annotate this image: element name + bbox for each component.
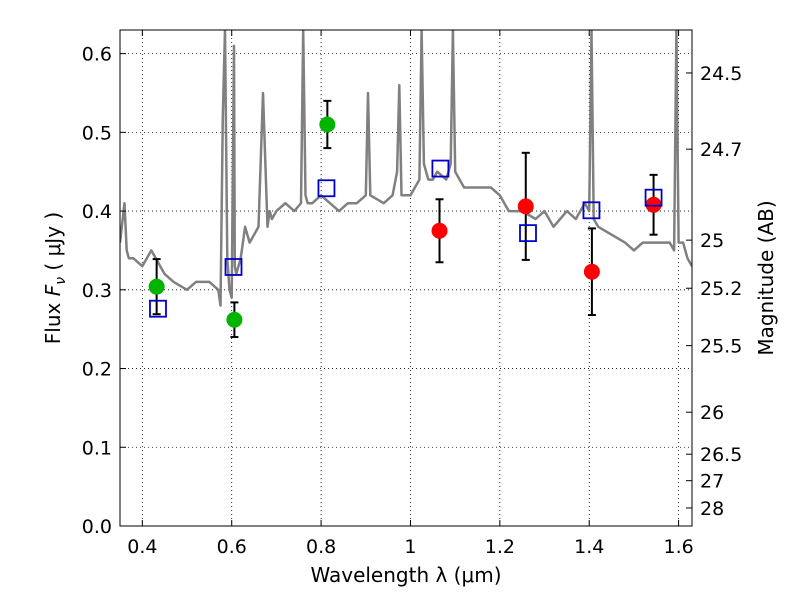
right-tick-label: 24.7 [700, 139, 742, 161]
grid [120, 30, 692, 527]
y-tick-label: 0.0 [82, 516, 112, 538]
green-data-point [226, 311, 243, 328]
y-axis-label-unit: ( μJy ) [41, 212, 65, 277]
y-axis-label: Flux Fν ( μJy ) [41, 212, 69, 344]
model-square [582, 201, 601, 220]
x-axis-label: Wavelength λ (μm) [310, 563, 501, 587]
model-square [431, 159, 450, 178]
x-tick-label: 1.2 [485, 536, 515, 558]
x-tick-label: 1.4 [574, 536, 604, 558]
x-tick-label: 1 [404, 536, 416, 558]
red-data-point [583, 263, 600, 280]
spectrum-line [120, 30, 692, 307]
x-tick-label: 0.6 [217, 536, 247, 558]
y-tick-label: 0.3 [82, 280, 112, 302]
right-tick-label: 27 [700, 471, 724, 493]
model-square [644, 188, 663, 207]
x-tick-label: 0.8 [306, 536, 336, 558]
right-tick-label: 26.5 [700, 444, 742, 466]
model-square [519, 224, 537, 243]
plot-frame [119, 29, 693, 527]
x-tick-label: 1.6 [663, 536, 693, 558]
y-tick-label: 0.1 [82, 437, 112, 459]
y-tick-label: 0.2 [82, 359, 112, 381]
right-tick-label: 25 [700, 230, 724, 252]
red-data-point [517, 198, 534, 215]
spectrum-layer [120, 30, 692, 307]
x-tick-label: 0.4 [127, 536, 157, 558]
right-tick-label: 24.5 [700, 63, 742, 85]
marks-layer [148, 99, 663, 339]
right-tick-label: 28 [700, 498, 724, 520]
right-tick-label: 26 [700, 402, 724, 424]
model-square [224, 258, 243, 276]
right-tick-label: 25.2 [700, 278, 742, 300]
y-axis-label-subscript: ν [53, 277, 69, 285]
red-data-point [645, 196, 662, 213]
y-tick-label: 0.5 [82, 122, 112, 144]
y-tick-label: 0.4 [82, 201, 112, 223]
y-axis-label-symbol: F [41, 284, 65, 296]
green-data-point [148, 278, 165, 295]
model-square [149, 299, 167, 318]
right-axis-label: Magnitude (AB) [754, 200, 778, 355]
y-tick-label: 0.6 [82, 44, 112, 66]
ticks-layer: 0.4 0.6 0.8 1 1.2 1.4 1.6 0.0 0.1 0.2 0.3 0.4 0.5 0.6… [82, 30, 742, 558]
y-axis-label-prefix: Flux [41, 296, 65, 344]
model-square [317, 179, 336, 198]
right-tick-label: 25.5 [700, 336, 742, 358]
green-data-point [319, 116, 336, 133]
red-data-point [431, 222, 448, 239]
